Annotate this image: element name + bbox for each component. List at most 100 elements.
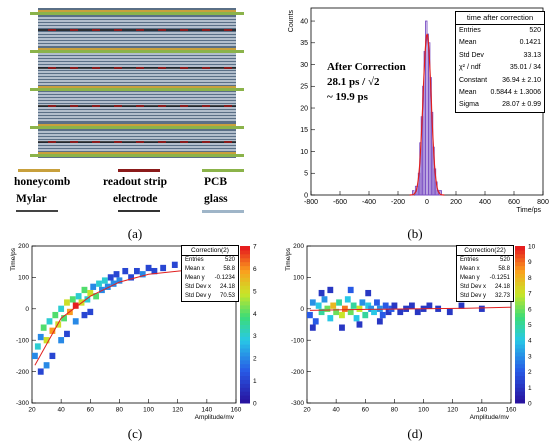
heatmap-cell <box>37 368 44 375</box>
x-axis-label: Amplitude/mv <box>195 414 235 421</box>
heatmap-cell <box>365 302 372 309</box>
stats-value: 520 <box>529 27 541 34</box>
honeycomb-swatch <box>18 169 60 172</box>
readout-strip-segment <box>158 105 166 107</box>
color-scale-segment <box>515 273 525 278</box>
color-scale-label: 6 <box>253 266 257 273</box>
annotation-line-2: 28.1 ps / √2 <box>327 76 380 88</box>
readout-strip-segment <box>224 141 232 143</box>
honeycomb-layer <box>38 86 236 88</box>
x-tick-label: 40 <box>58 407 66 414</box>
readout-strip-segment <box>70 67 78 69</box>
color-scale-segment <box>240 348 250 353</box>
heatmap-cell <box>330 302 337 309</box>
color-scale-segment <box>515 308 525 314</box>
y-tick-label: 200 <box>18 243 29 250</box>
stats-value: -0.1251 <box>489 275 510 281</box>
heatmap-cell <box>107 274 114 281</box>
heatmap-cell <box>414 308 421 316</box>
readout-strip-segment <box>136 29 144 31</box>
heatmap-cell <box>318 308 325 316</box>
x-axis-label: Amplitude/mv <box>470 414 510 421</box>
readout-strip-segment <box>48 141 56 143</box>
readout-strip-segment <box>202 105 210 107</box>
heatmap-cell <box>139 271 146 278</box>
pcb-layer <box>30 126 244 129</box>
stats-key: Entries <box>185 257 204 263</box>
x-tick-label: 60 <box>87 407 95 414</box>
heatmap-cell <box>324 305 331 312</box>
x-tick-label: -600 <box>333 199 347 206</box>
heatmap-cell <box>312 318 319 325</box>
readout-strip-segment <box>136 141 144 143</box>
stats-value: 33.13 <box>523 51 541 59</box>
color-scale-segment <box>515 289 525 294</box>
stats-row: Entries 520 <box>457 256 513 265</box>
honeycomb-layer <box>38 48 236 50</box>
y-tick-label: 25 <box>300 84 308 91</box>
caption-a: (a) <box>127 226 143 241</box>
color-scale-label: 1 <box>253 378 257 385</box>
stats-key: Sigma <box>459 101 479 109</box>
readout-strip-label: readout strip <box>103 176 167 188</box>
pcb-swatch <box>202 169 244 172</box>
color-scale-segment <box>240 332 250 337</box>
color-scale-label: 2 <box>253 356 257 363</box>
color-scale-segment <box>515 359 525 365</box>
color-scale-segment <box>515 246 525 251</box>
heatmap-cell <box>81 286 88 294</box>
heatmap-cell <box>339 311 345 319</box>
color-scale-segment <box>240 344 250 349</box>
x-tick-label: 20 <box>28 407 36 414</box>
color-scale-segment <box>515 395 525 400</box>
heatmap-cell <box>37 333 44 341</box>
stats-key: Std Dev x <box>185 284 212 290</box>
stats-value: 58.8 <box>498 266 510 272</box>
caption-c: (c) <box>127 426 143 441</box>
heatmap-cell <box>58 305 65 312</box>
heatmap-cell <box>64 299 70 306</box>
color-scale-segment <box>515 336 525 341</box>
color-scale-segment <box>515 340 525 345</box>
stats-value: 70.53 <box>219 293 235 299</box>
x-tick-label: -400 <box>362 199 376 206</box>
heatmap-cell <box>151 267 158 275</box>
y-tick-label: 35 <box>300 40 308 47</box>
heatmap-cell <box>397 308 404 316</box>
heatmap-cell <box>49 352 56 360</box>
annotation-line-1: After Correction <box>327 61 406 73</box>
color-scale-segment <box>240 379 250 384</box>
readout-strip-segment <box>136 67 144 69</box>
stats-row: Std Dev 33.13 <box>456 50 544 62</box>
readout-strip-segment <box>70 29 78 31</box>
heatmap-cell <box>61 315 67 322</box>
y-axis-label: Time/ps <box>10 247 17 271</box>
readout-strip-segment <box>180 29 188 31</box>
x-tick-label: 80 <box>391 407 399 414</box>
stats-value: 32.73 <box>494 293 510 299</box>
heatmap-cell <box>81 311 88 319</box>
color-scale-segment <box>240 300 250 306</box>
heatmap-cell <box>309 299 316 306</box>
color-scale-segment <box>515 371 525 377</box>
stats-row: Std Dev y 32.73 <box>457 292 513 301</box>
color-scale-segment <box>240 273 250 278</box>
y-tick-label: 200 <box>293 243 304 250</box>
readout-strip-swatch <box>118 169 160 172</box>
y-tick-label: 100 <box>18 275 29 282</box>
readout-strip-segment <box>158 29 166 31</box>
mylar-swatch <box>16 210 58 212</box>
color-scale-label: 0 <box>253 401 257 408</box>
y-tick-label: -300 <box>16 400 29 407</box>
readout-strip-segment <box>92 29 100 31</box>
y-tick-label: 100 <box>293 275 304 282</box>
color-scale-segment <box>515 293 525 298</box>
color-scale-segment <box>240 249 250 255</box>
stats-value: 520 <box>224 257 235 263</box>
heatmap-cell <box>333 308 340 316</box>
heatmap-cell <box>446 308 453 316</box>
x-tick-label: 160 <box>231 407 242 414</box>
readout-strip-segment <box>202 67 210 69</box>
heatmap-cell <box>134 267 140 275</box>
electrode-label: electrode <box>113 193 158 205</box>
